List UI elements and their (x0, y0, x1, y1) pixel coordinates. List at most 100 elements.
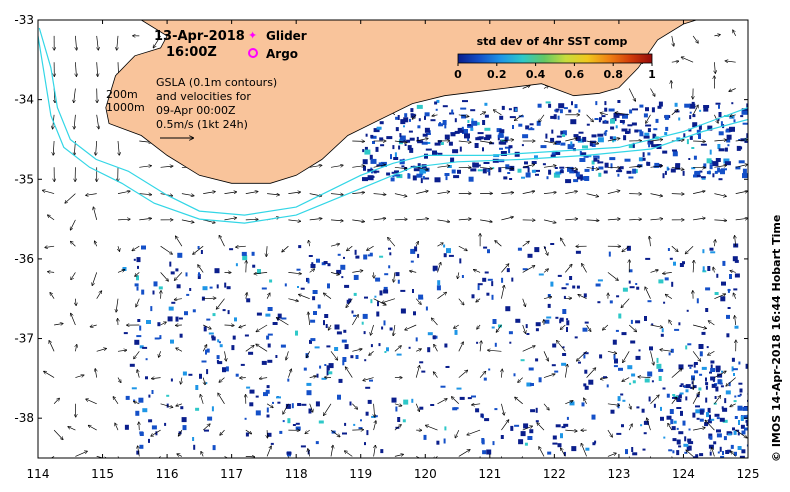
sst-pixel (423, 434, 427, 440)
sst-pixel (609, 157, 616, 161)
velocity-arrow (245, 429, 252, 434)
sst-pixel (717, 373, 723, 378)
sst-pixel (658, 279, 664, 284)
sst-pixel (341, 276, 344, 279)
velocity-arrow (224, 192, 237, 194)
sst-pixel (505, 306, 511, 312)
sst-pixel (712, 173, 715, 178)
velocity-arrow (394, 404, 402, 406)
colorbar-tick-label: 1 (648, 68, 656, 81)
velocity-arrow (139, 194, 151, 195)
colorbar-tick-label: 0 (454, 68, 462, 81)
velocity-arrow (693, 428, 705, 431)
sst-pixel (523, 423, 529, 429)
y-tick-label: -38 (14, 411, 34, 425)
sst-pixel (582, 327, 588, 332)
velocity-arrow (282, 245, 289, 252)
sst-pixel (287, 378, 290, 382)
sst-pixel (629, 382, 632, 385)
sst-pixel (538, 273, 544, 276)
sst-pixel (678, 445, 682, 448)
sst-pixel (452, 149, 459, 154)
sst-pixel (653, 128, 658, 131)
sst-pixel (740, 416, 744, 421)
sst-pixel (640, 424, 643, 427)
velocity-arrow (600, 113, 608, 115)
sst-pixel (591, 144, 596, 147)
velocity-arrow (96, 349, 107, 352)
sst-pixel (718, 148, 725, 152)
sst-pixel (358, 427, 363, 430)
sst-pixel (566, 320, 570, 326)
velocity-arrow (515, 397, 523, 405)
sst-pixel (635, 355, 641, 360)
sst-pixel (303, 367, 307, 371)
sst-pixel (487, 249, 490, 254)
sst-pixel (625, 449, 628, 455)
sst-pixel (513, 373, 516, 377)
velocity-arrow (650, 166, 663, 168)
velocity-arrow (330, 244, 339, 247)
sst-pixel (632, 380, 636, 384)
sst-pixel (561, 426, 566, 429)
sst-pixel (232, 335, 236, 340)
sst-pixel (222, 309, 226, 312)
velocity-arrow (134, 402, 140, 404)
sst-pixel (609, 300, 613, 304)
sst-pixel (340, 264, 346, 270)
sst-pixel (457, 127, 464, 133)
sst-pixel (484, 271, 489, 274)
sst-pixel (733, 288, 738, 291)
sst-pixel (661, 328, 664, 333)
sst-pixel (584, 321, 589, 324)
sst-pixel (483, 162, 490, 164)
sst-pixel (739, 388, 743, 393)
velocity-arrow (693, 141, 705, 142)
velocity-arrow (458, 298, 464, 305)
sst-pixel (720, 385, 724, 388)
velocity-arrow (692, 392, 699, 404)
sst-pixel (192, 437, 195, 441)
sst-pixel (417, 140, 424, 144)
sst-pixel (389, 252, 392, 256)
sst-pixel (591, 414, 596, 420)
velocity-arrow (288, 298, 298, 301)
velocity-arrow (95, 241, 97, 247)
sst-pixel (325, 324, 328, 328)
velocity-arrow (299, 295, 310, 300)
sst-pixel (261, 287, 267, 290)
velocity-arrow (96, 114, 99, 129)
velocity-arrow (254, 272, 268, 274)
sst-pixel (509, 116, 516, 119)
sst-pixel (647, 140, 654, 145)
sst-pixel (363, 331, 366, 335)
velocity-arrow (48, 215, 55, 221)
sst-pixel (484, 137, 490, 141)
sst-pixel (354, 249, 357, 255)
velocity-arrow (578, 295, 587, 300)
sst-pixel (506, 268, 510, 273)
sst-pixel (459, 146, 462, 152)
velocity-arrow (305, 429, 310, 433)
gsla-note-line3: 09-Apr 00:00Z (156, 104, 236, 117)
sst-pixel (341, 339, 347, 343)
sst-pixel (621, 424, 624, 428)
velocity-arrow (543, 269, 548, 273)
sst-pixel (252, 264, 256, 268)
sst-pixel (639, 131, 644, 137)
sst-pixel (475, 137, 482, 141)
sst-pixel (494, 408, 498, 411)
sst-pixel (636, 286, 640, 290)
sst-pixel (555, 140, 561, 145)
sst-pixel (565, 179, 572, 184)
sst-pixel (306, 382, 312, 386)
sst-pixel (688, 128, 692, 132)
sst-pixel (576, 285, 580, 289)
sst-pixel (698, 387, 702, 391)
sst-pixel (525, 172, 531, 178)
sst-pixel (416, 173, 423, 178)
sst-pixel (416, 104, 423, 109)
sst-pixel (386, 347, 389, 352)
velocity-arrow (416, 219, 428, 220)
velocity-arrow (433, 456, 438, 458)
